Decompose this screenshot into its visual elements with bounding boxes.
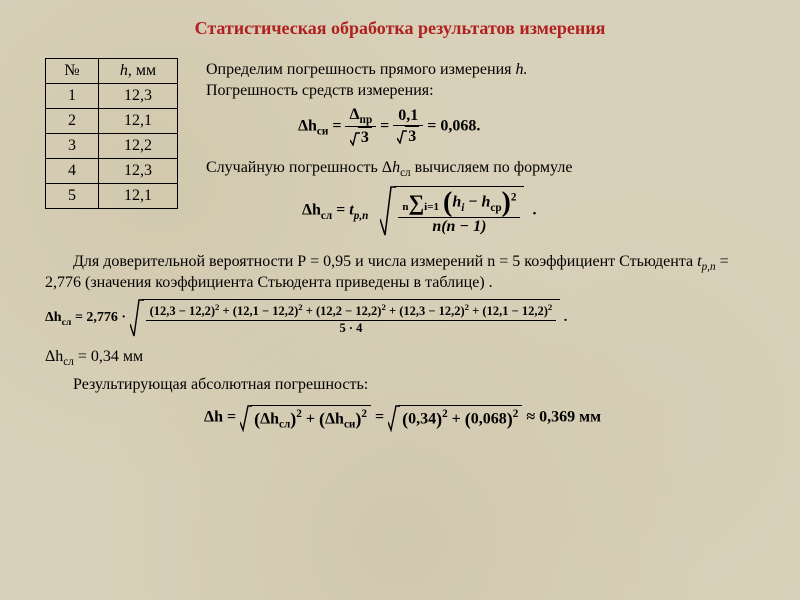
para-4: Для доверительной вероятности Р = 0,95 и…	[45, 253, 760, 291]
col-header-h: h, мм	[99, 59, 178, 84]
formula-sl-numeric: Δhсл = 2,776 · (12,3 − 12,2)2 + (12,1 − …	[45, 298, 760, 338]
table-row: 112,3	[46, 84, 178, 109]
formula-sl-general: Δhсл = tp,n n∑i=1 (hi − hср)2 n(n − 1) .	[266, 185, 572, 237]
table-row: 512,1	[46, 184, 178, 209]
table-row: 312,2	[46, 134, 178, 159]
result-sl: Δhсл = 0,34 мм	[45, 348, 760, 368]
para-3: Случайную погрешность Δhсл вычисляем по …	[206, 159, 572, 179]
table-row: 212,1	[46, 109, 178, 134]
page-title: Статистическая обработка результатов изм…	[0, 0, 800, 39]
col-header-index: №	[46, 59, 99, 84]
para-2: Погрешность средств измерения:	[206, 82, 572, 100]
table-row: 412,3	[46, 159, 178, 184]
content-area: № h, мм 112,3 212,1 312,2 412,3 512,1 Оп…	[45, 58, 760, 438]
table-header-row: № h, мм	[46, 59, 178, 84]
formula-total: Δh = (Δhсл)2 + (Δhси)2 = (0,34)2 + (0,06…	[45, 404, 760, 432]
para-6: Результирующая абсолютная погрешность:	[45, 376, 760, 394]
para-1: Определим погрешность прямого измерения …	[206, 61, 572, 79]
formula-si: Δhси = Δпр 3 = 0,1 3 = 0,068.	[206, 106, 572, 147]
data-table: № h, мм 112,3 212,1 312,2 412,3 512,1	[45, 58, 178, 209]
